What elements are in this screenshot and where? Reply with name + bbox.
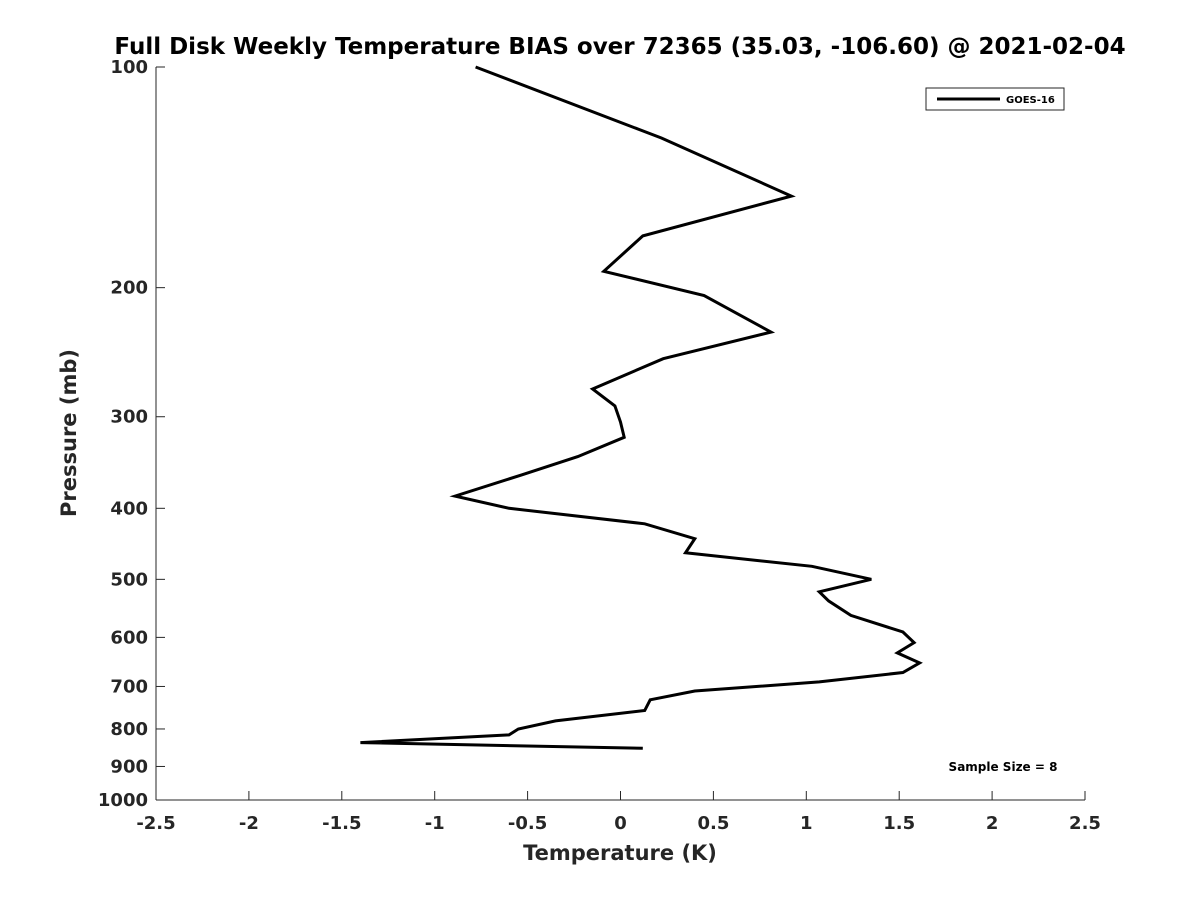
y-tick-label: 200: [110, 278, 148, 299]
x-tick-label: 1.5: [883, 813, 915, 834]
x-tick-label: -2.5: [136, 813, 175, 834]
y-tick-label: 100: [110, 57, 148, 78]
y-axis-label: Pressure (mb): [57, 349, 81, 517]
plot-area: -2.5 -2 -1.5 -1 -0.5 0 0.5 1 1.5 2 2.5 100 200 300 40…: [98, 57, 1101, 834]
y-tick-label: 400: [110, 498, 148, 519]
legend-label-goes-16: GOES-16: [1006, 95, 1055, 106]
x-tick-label: -0.5: [508, 813, 547, 834]
series-layer: [360, 65, 923, 750]
legend: GOES-16: [925, 87, 1065, 111]
y-tick-label: 500: [110, 569, 148, 590]
x-tick-label: -1.5: [322, 813, 361, 834]
x-tick-label: 1: [800, 813, 813, 834]
y-tick-label: 600: [110, 627, 148, 648]
y-tick-label: 800: [110, 719, 148, 740]
x-tick-label: 0: [614, 813, 627, 834]
series-line-goes-16: [360, 65, 923, 750]
x-tick-label: 2: [986, 813, 999, 834]
y-ticks: 100 200 300 400 500 600 700 800 900 1000: [98, 57, 165, 811]
x-tick-label: 2.5: [1069, 813, 1101, 834]
x-tick-label: 0.5: [697, 813, 729, 834]
x-ticks: -2.5 -2 -1.5 -1 -0.5 0 0.5 1 1.5 2 2.5: [136, 791, 1101, 834]
y-tick-label: 900: [110, 756, 148, 777]
sample-size-annotation: Sample Size = 8: [949, 760, 1058, 774]
y-tick-label: 1000: [98, 790, 148, 811]
x-tick-label: -2: [239, 813, 259, 834]
y-tick-label: 300: [110, 407, 148, 428]
x-tick-label: -1: [425, 813, 445, 834]
plot-frame: [156, 67, 1085, 800]
y-tick-label: 700: [110, 676, 148, 697]
x-axis-label: Temperature (K): [523, 841, 717, 865]
chart-title: Full Disk Weekly Temperature BIAS over 7…: [114, 34, 1125, 60]
